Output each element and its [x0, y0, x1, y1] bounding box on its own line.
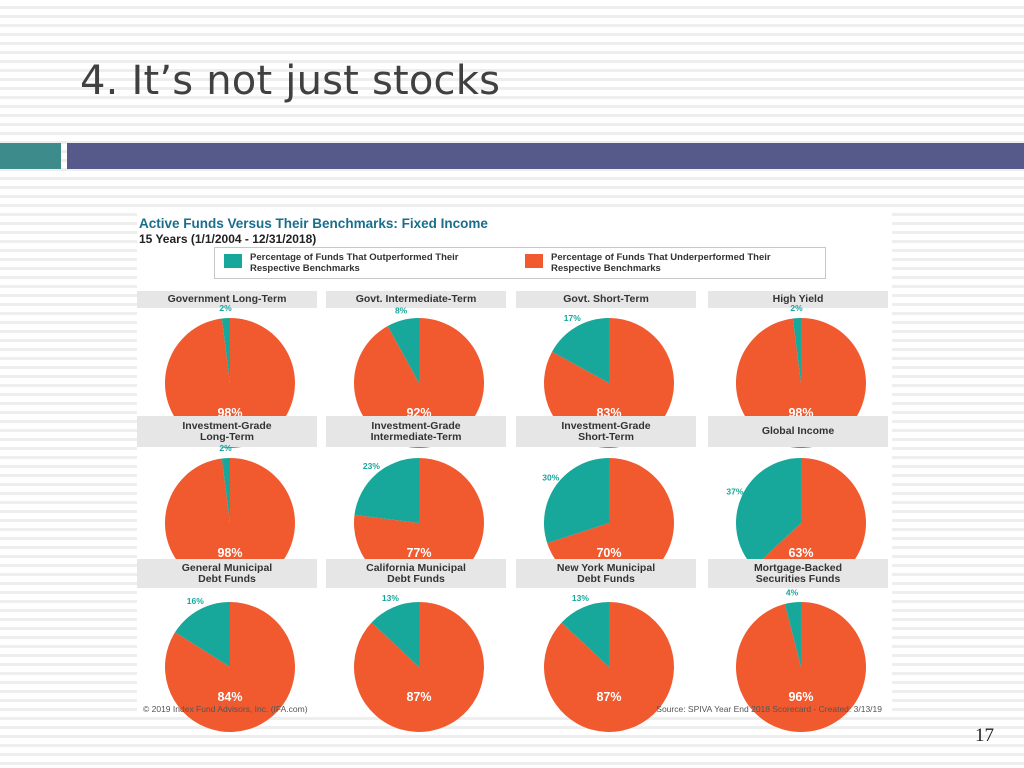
data-label-outperformed: 2% [219, 303, 232, 313]
pie-chart: 2% 98% [164, 443, 295, 588]
pie-slice-outperformed [221, 318, 230, 383]
chart-legend: Percentage of Funds That Outperformed Th… [214, 247, 826, 279]
accent-bar-right [67, 143, 1024, 169]
pie-slice-outperformed [552, 318, 609, 383]
pie-slice-underperformed [753, 458, 866, 588]
pie-slice-underperformed [164, 318, 295, 448]
data-label-outperformed: 37% [726, 486, 743, 496]
pie-chart: 37% 63% [726, 458, 866, 588]
legend-swatch-underperformed [525, 254, 543, 268]
data-label-underperformed: 84% [217, 690, 242, 704]
legend-item-underperformed: Percentage of Funds That Underperformed … [525, 252, 801, 274]
data-label-underperformed: 63% [788, 546, 813, 560]
data-label-underperformed: 98% [217, 546, 242, 560]
slide-title: 4. It’s not just stocks [80, 58, 501, 104]
pie-slice-outperformed [371, 602, 419, 667]
panel-header: Investment-Grade Long-Term [137, 416, 317, 447]
data-label-outperformed: 2% [790, 303, 803, 313]
panel-header: General Municipal Debt Funds [137, 559, 317, 588]
pie-chart: 16% 84% [165, 596, 296, 732]
pie-chart: 13% 87% [543, 593, 674, 732]
pie-chart: 23% 77% [353, 458, 484, 588]
data-label-outperformed: 23% [363, 461, 380, 471]
data-label-underperformed: 87% [406, 690, 431, 704]
legend-label-underperformed: Percentage of Funds That Underperformed … [551, 252, 771, 274]
chart-figure: Active Funds Versus Their Benchmarks: Fi… [137, 211, 892, 732]
pie-slice-outperformed [784, 602, 801, 667]
pie-slice-outperformed [735, 458, 801, 568]
pie-slice-underperformed [164, 458, 295, 588]
data-label-outperformed: 4% [786, 588, 799, 598]
chart-source: Source: SPIVA Year End 2018 Scorecard - … [656, 704, 882, 714]
legend-item-outperformed: Percentage of Funds That Outperformed Th… [224, 252, 500, 274]
pie-slice-outperformed [387, 318, 419, 383]
pie-slice-underperformed [735, 318, 866, 448]
chart-subtitle: 15 Years (1/1/2004 - 12/31/2018) [139, 232, 317, 246]
data-label-outperformed: 13% [572, 593, 589, 603]
data-label-outperformed: 17% [564, 313, 581, 323]
pie-slice-underperformed [353, 602, 484, 732]
legend-label-outperformed: Percentage of Funds That Outperformed Th… [250, 252, 459, 274]
data-label-underperformed: 87% [596, 690, 621, 704]
panel-header: Investment-Grade Intermediate-Term [326, 416, 506, 447]
data-label-outperformed: 16% [187, 596, 204, 606]
pie-slice-underperformed [544, 318, 675, 448]
panel-header: New York Municipal Debt Funds [516, 559, 696, 588]
pie-slice-outperformed [175, 602, 230, 667]
chart-copyright: © 2019 Index Fund Advisors, Inc. (IFA.co… [143, 704, 308, 714]
panel-header: High Yield [708, 291, 888, 308]
data-label-underperformed: 96% [788, 690, 813, 704]
chart-title: Active Funds Versus Their Benchmarks: Fi… [139, 216, 488, 231]
panel-header: Mortgage-Backed Securities Funds [708, 559, 888, 588]
data-label-outperformed: 2% [219, 443, 232, 453]
pie-slice-underperformed [354, 318, 485, 448]
pie-slice-underperformed [353, 458, 484, 588]
pie-slice-outperformed [354, 458, 419, 523]
pie-slice-underperformed [735, 602, 866, 732]
pie-chart: 13% 87% [353, 593, 484, 732]
page-number: 17 [975, 725, 994, 746]
data-label-underperformed: 77% [406, 546, 431, 560]
pie-slice-outperformed [543, 458, 609, 544]
pie-slice-outperformed [221, 458, 230, 523]
pie-chart: 8%92% [354, 305, 485, 448]
pie-chart: 30% 70% [542, 458, 674, 588]
data-label-underperformed: 70% [596, 546, 621, 560]
data-label-outperformed: 30% [542, 473, 559, 483]
pie-slice-underperformed [543, 602, 674, 732]
panel-header: Govt. Short-Term [516, 291, 696, 308]
panel-header: Investment-Grade Short-Term [516, 416, 696, 447]
panel-header: Govt. Intermediate-Term [326, 291, 506, 308]
panel-header: Government Long-Term [137, 291, 317, 308]
data-label-outperformed: 13% [382, 593, 399, 603]
pie-slice-underperformed [165, 602, 296, 732]
pie-slice-underperformed [547, 458, 674, 588]
pie-slice-outperformed [561, 602, 609, 667]
panel-header: California Municipal Debt Funds [326, 559, 506, 588]
legend-swatch-outperformed [224, 254, 242, 268]
pie-slice-outperformed [792, 318, 801, 383]
pie-chart: 2%98% [164, 303, 295, 448]
panel-header: Global Income [708, 416, 888, 447]
data-label-outperformed: 8% [395, 305, 408, 315]
accent-bar-left [0, 143, 61, 169]
pie-chart: 4% 96% [735, 588, 866, 732]
